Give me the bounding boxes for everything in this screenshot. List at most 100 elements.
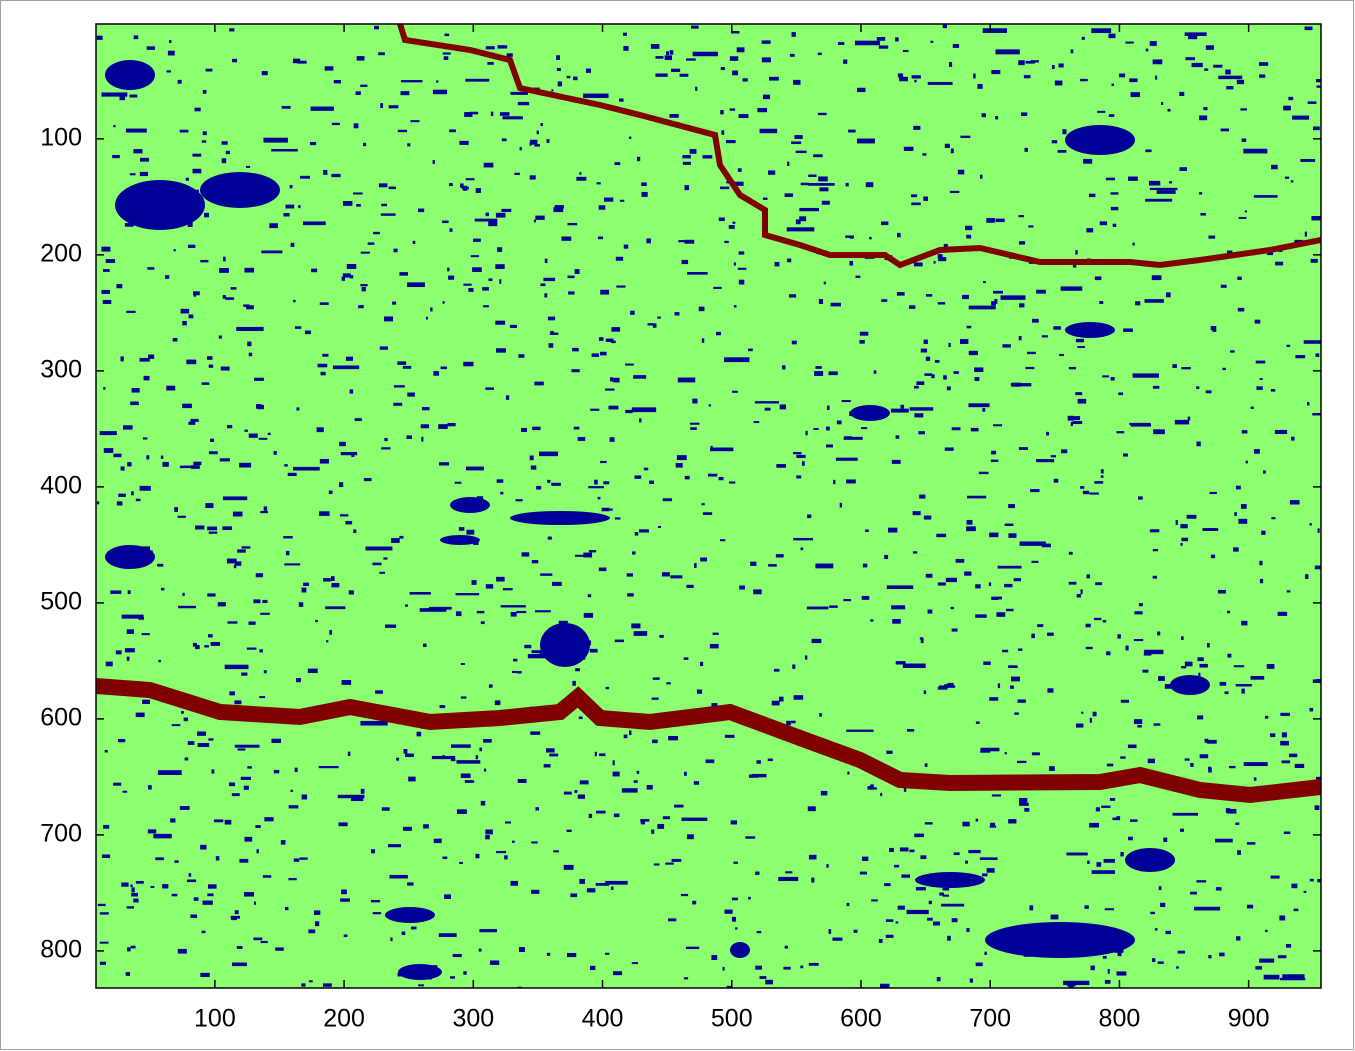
water-speck — [1121, 700, 1129, 703]
water-speck — [1247, 905, 1253, 909]
water-speck — [1151, 183, 1161, 185]
water-speck — [935, 360, 940, 363]
water-speck — [968, 403, 989, 407]
x-tick-label: 200 — [323, 1005, 365, 1033]
water-speck — [590, 966, 595, 970]
water-speck — [1004, 584, 1012, 587]
water-speck — [222, 526, 231, 530]
water-speck — [895, 37, 899, 41]
water-speck — [325, 66, 334, 70]
water-speck — [1011, 383, 1032, 386]
water-speck — [232, 793, 240, 796]
water-speck — [1165, 931, 1171, 934]
water-speck — [600, 290, 609, 295]
water-speck — [945, 447, 954, 450]
water-speck — [595, 752, 597, 756]
water-speck — [329, 491, 333, 494]
water-speck — [1123, 328, 1133, 331]
water-speck — [1179, 92, 1184, 96]
water-speck — [599, 337, 603, 341]
water-speck — [178, 516, 186, 518]
water-speck — [357, 56, 365, 60]
water-speck — [162, 462, 168, 467]
water-speck — [976, 721, 980, 723]
water-speck — [101, 290, 110, 294]
water-speck — [193, 643, 197, 647]
water-speck — [499, 279, 501, 284]
water-speck — [1187, 515, 1197, 519]
water-speck — [814, 371, 823, 376]
water-speck — [186, 360, 196, 365]
water-speck — [794, 695, 804, 700]
water-speck — [443, 52, 451, 54]
water-speck — [829, 605, 838, 607]
water-speck — [1105, 980, 1111, 984]
water-speck — [130, 401, 139, 405]
water-speck — [605, 953, 609, 955]
water-speck — [105, 750, 108, 753]
water-speck — [1018, 699, 1026, 702]
water-speck — [785, 871, 792, 873]
water-speck — [860, 872, 867, 875]
water-speck — [103, 269, 110, 272]
y-tick-label: 300 — [40, 355, 82, 383]
water-speck — [258, 405, 264, 409]
water-speck — [1058, 150, 1067, 153]
water-speck — [802, 461, 805, 466]
water-speck — [426, 317, 428, 320]
water-speck — [921, 349, 927, 353]
water-speck — [652, 740, 658, 744]
water-speck — [682, 155, 690, 158]
water-speck — [101, 92, 127, 96]
water-speck — [142, 633, 150, 635]
water-speck — [989, 533, 998, 538]
water-speck — [1239, 217, 1247, 219]
water-speck — [290, 185, 293, 188]
water-speck — [1001, 295, 1026, 299]
water-speck — [697, 690, 702, 694]
water-speck — [708, 474, 717, 477]
water-speck — [670, 50, 674, 54]
water-speck — [1153, 59, 1163, 64]
water-speck — [221, 367, 230, 371]
water-speck — [1181, 538, 1188, 542]
water-speck — [1207, 740, 1217, 744]
water-speck — [505, 821, 511, 823]
water-speck — [417, 732, 422, 737]
water-speck — [535, 216, 544, 220]
water-speck — [757, 108, 767, 112]
water-speck — [483, 739, 492, 743]
water-speck — [909, 850, 914, 853]
water-speck — [188, 222, 193, 227]
water-speck — [1265, 930, 1268, 932]
water-speck — [819, 713, 822, 717]
water-speck — [778, 877, 798, 881]
water-speck — [720, 539, 725, 541]
water-speck — [433, 90, 447, 95]
water-speck — [1204, 68, 1208, 70]
x-tick-label: 300 — [452, 1005, 494, 1033]
water-speck — [578, 794, 585, 798]
water-speck — [818, 176, 828, 181]
water-speck — [966, 235, 971, 239]
water-speck — [344, 934, 348, 937]
water-speck — [871, 899, 878, 901]
water-speck — [982, 873, 988, 876]
water-speck — [938, 582, 946, 585]
water-speck — [476, 755, 478, 759]
water-speck — [846, 479, 856, 483]
water-speck — [1181, 636, 1184, 640]
water-speck — [1046, 432, 1049, 436]
water-speck — [721, 67, 725, 70]
water-speck — [975, 584, 980, 588]
water-speck — [380, 103, 383, 108]
water-speck — [1225, 691, 1229, 694]
water-speck — [967, 496, 986, 499]
water-speck — [103, 825, 109, 829]
water-speck — [100, 431, 117, 435]
water-speck — [1042, 335, 1048, 337]
water-speck — [463, 971, 466, 974]
water-speck — [381, 204, 387, 206]
water-speck — [334, 80, 341, 83]
water-speck — [468, 288, 473, 292]
